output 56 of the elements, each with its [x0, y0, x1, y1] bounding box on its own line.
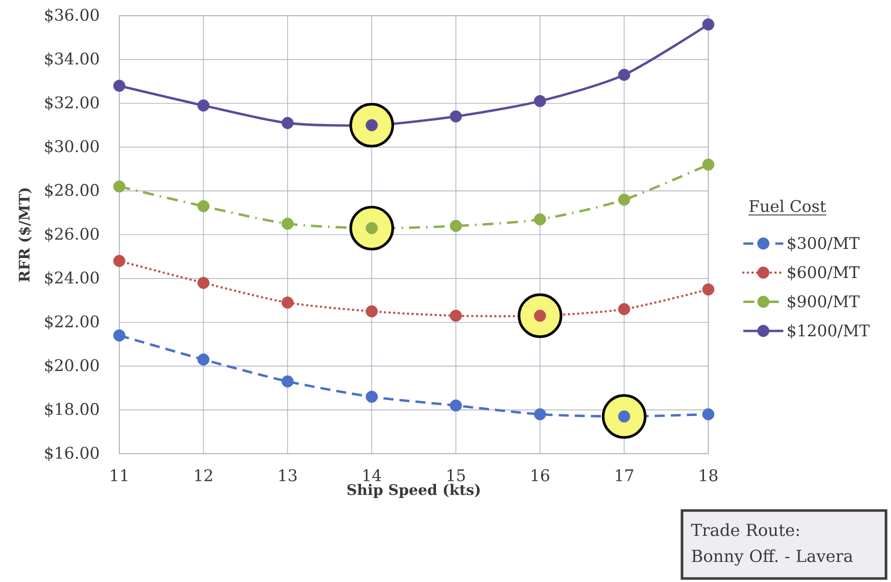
point	[282, 375, 294, 388]
point	[366, 390, 378, 403]
point	[113, 180, 126, 193]
y-tick-label: $22.00	[45, 315, 99, 330]
y-tick-label: $20.00	[45, 358, 99, 374]
x-tick-label: 17	[616, 469, 634, 482]
point	[113, 80, 126, 92]
x-tick-label: 13	[279, 469, 297, 482]
y-tick-label: $30.00	[45, 140, 99, 154]
legend-label: $1200/MT	[788, 324, 870, 339]
legend-label: $600/MT	[788, 266, 860, 280]
y-tick-label: $16.00	[45, 446, 99, 461]
point	[113, 329, 126, 342]
point	[113, 254, 126, 268]
y-tick-label: $24.00	[45, 271, 99, 286]
y-tick-label: $34.00	[45, 52, 99, 67]
x-tick-label: 16	[532, 469, 550, 482]
x-tick-label: 18	[700, 469, 718, 482]
point	[197, 99, 210, 112]
point	[282, 218, 294, 230]
y-tick-label: $36.00	[45, 8, 99, 23]
point	[197, 353, 210, 366]
text: Bonny Off. - Lavera	[692, 549, 853, 566]
y-tick-label: $26.00	[45, 227, 99, 242]
point	[450, 110, 462, 122]
legend-title: Fuel Cost	[749, 200, 826, 212]
point	[197, 200, 210, 212]
x-tick-label: 11	[111, 469, 128, 482]
point	[197, 276, 210, 289]
x-axis-title: Ship Speed (kts)	[347, 484, 480, 498]
point	[534, 213, 546, 226]
point	[702, 18, 714, 31]
point	[618, 303, 630, 316]
y-tick-label: $32.00	[45, 96, 99, 111]
x-tick-label: 14	[364, 469, 382, 482]
point	[702, 158, 714, 171]
x-tick-label: 15	[448, 469, 465, 482]
point	[618, 68, 630, 81]
text: Trade Route:	[691, 523, 799, 536]
y-tick-label: $28.00	[45, 184, 99, 198]
point	[450, 310, 462, 322]
legend-label: $300/MT	[788, 236, 860, 252]
point	[282, 296, 294, 309]
point	[282, 116, 294, 130]
point	[702, 283, 714, 296]
legend-label: $900/MT	[788, 294, 860, 310]
y-axis-title: RFR ($/MT)	[18, 188, 32, 282]
x-tick-label: 12	[195, 469, 212, 482]
point	[450, 399, 462, 412]
point	[366, 305, 378, 318]
point	[450, 220, 462, 232]
point	[618, 194, 630, 206]
point	[534, 408, 546, 420]
point	[534, 95, 546, 108]
point	[702, 408, 714, 420]
y-tick-label: $18.00	[45, 402, 99, 418]
